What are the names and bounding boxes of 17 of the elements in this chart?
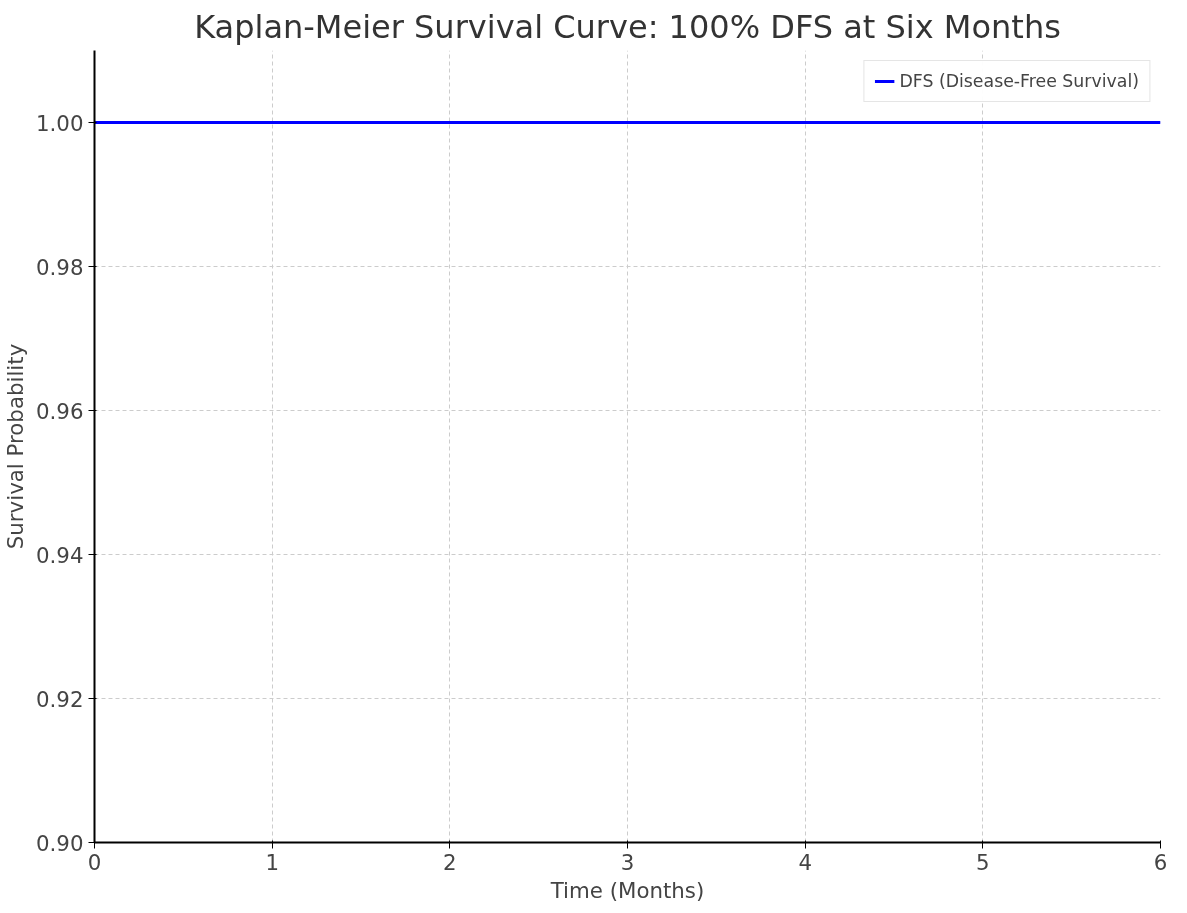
y-tick-label: 1.00 [36,110,84,136]
y-tick-label: 0.92 [36,686,84,712]
y-tick-label: 0.90 [36,830,84,856]
x-tick-label: 5 [976,849,990,875]
y-tick-label: 0.98 [36,254,84,280]
x-axis-title: Time (Months) [549,877,705,903]
x-tick-label: 0 [87,849,102,875]
x-tick-label: 1 [265,849,279,875]
x-tick-label: 4 [798,849,812,875]
y-tick-label: 0.96 [36,398,84,424]
legend-label: DFS (Disease-Free Survival) [899,71,1139,91]
y-axis-title: Survival Probability [3,343,29,550]
x-tick-label: 3 [620,849,635,875]
x-tick-label: 6 [1153,849,1168,875]
y-tick-label: 0.94 [36,542,84,568]
chart-title: Kaplan-Meier Survival Curve: 100% DFS at Six Months [194,7,1061,46]
x-tick-label: 2 [443,849,457,875]
